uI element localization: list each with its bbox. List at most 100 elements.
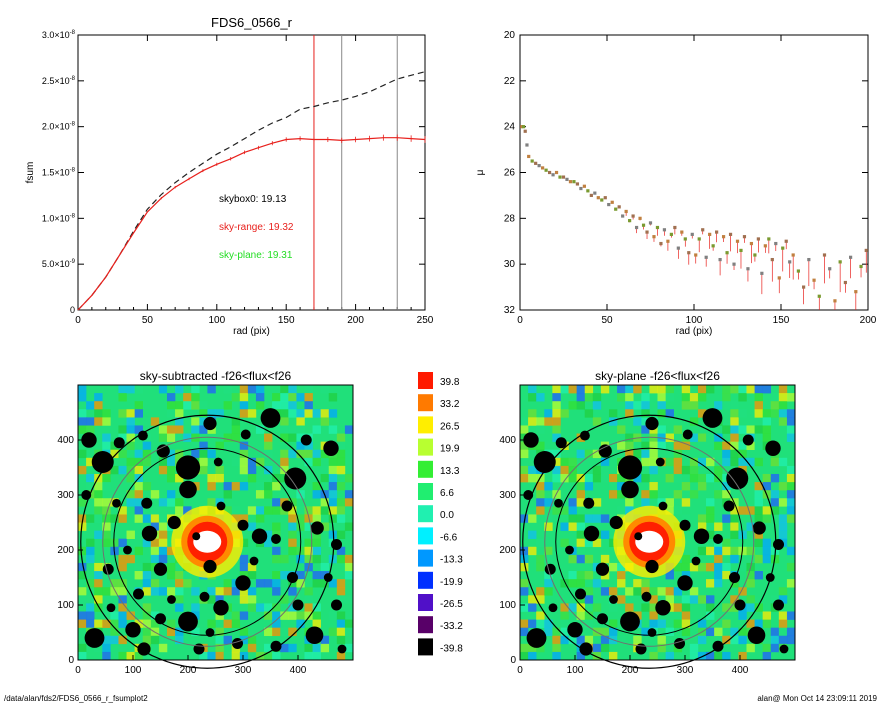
noise-cell xyxy=(175,473,184,483)
noise-cell xyxy=(544,514,553,523)
noise-cell xyxy=(239,514,249,523)
noise-cell xyxy=(126,417,135,426)
noise-cell xyxy=(568,385,577,394)
noise-cell xyxy=(199,441,208,451)
noise-cell xyxy=(142,514,152,523)
noise-cell xyxy=(665,506,674,515)
noise-cell xyxy=(158,498,168,507)
noise-cell xyxy=(754,490,763,499)
noise-cell xyxy=(552,651,561,661)
noise-cell xyxy=(223,635,232,645)
noise-cell xyxy=(600,385,610,394)
noise-cell xyxy=(576,401,586,410)
noise-cell xyxy=(336,498,346,507)
noise-cell xyxy=(714,490,723,499)
noise-cell xyxy=(762,409,772,418)
noise-cell xyxy=(600,651,610,661)
image-x-tick-label: 0 xyxy=(517,665,523,676)
noise-cell xyxy=(255,401,265,410)
noise-cell xyxy=(754,409,763,418)
image-frame xyxy=(519,384,796,661)
noise-cell xyxy=(786,425,796,434)
noise-cell xyxy=(215,587,224,596)
noise-cell xyxy=(576,498,586,507)
noise-cell xyxy=(689,457,699,467)
noise-cell xyxy=(102,514,111,523)
mu-point xyxy=(838,260,842,264)
noise-cell xyxy=(239,401,249,410)
noise-cell xyxy=(102,619,111,628)
noise-cell xyxy=(142,562,152,572)
noise-cell xyxy=(520,579,529,588)
noise-cell xyxy=(617,393,626,402)
noise-cell xyxy=(778,627,788,637)
noise-cell xyxy=(746,571,755,580)
noise-cell xyxy=(94,579,103,588)
noise-cell xyxy=(706,562,715,572)
noise-cell xyxy=(150,538,160,548)
noise-cell xyxy=(272,522,281,531)
noise-cell xyxy=(344,490,354,499)
noise-cell xyxy=(568,579,577,588)
noise-cell xyxy=(584,611,594,620)
mu-point xyxy=(582,184,586,188)
noise-cell xyxy=(320,385,330,394)
noise-cell xyxy=(520,562,529,572)
noise-cell xyxy=(786,498,796,507)
noise-cell xyxy=(142,627,152,637)
noise-cell xyxy=(110,587,119,596)
noise-cell xyxy=(576,603,586,612)
mu-point xyxy=(648,221,653,225)
noise-cell xyxy=(150,635,160,645)
mask-blob xyxy=(617,455,643,480)
noise-cell xyxy=(673,449,683,459)
noise-cell xyxy=(231,587,241,596)
noise-cell xyxy=(264,490,273,499)
noise-cell xyxy=(199,425,208,434)
noise-cell xyxy=(738,587,747,596)
mu-point xyxy=(683,237,687,241)
noise-cell xyxy=(738,441,747,451)
noise-cell xyxy=(544,579,553,588)
noise-cell xyxy=(608,538,618,548)
noise-cell xyxy=(336,441,346,451)
noise-cell xyxy=(778,457,788,467)
noise-cell xyxy=(681,603,691,612)
noise-cell xyxy=(344,425,354,434)
noise-cell xyxy=(754,498,763,507)
noise-cell xyxy=(134,441,144,451)
noise-cell xyxy=(110,619,119,628)
noise-cell xyxy=(681,554,691,564)
fsum-dashed-series xyxy=(77,71,426,311)
mu-point xyxy=(624,209,628,214)
colorbar-label: 39.8 xyxy=(440,377,460,388)
noise-cell xyxy=(312,514,321,523)
noise-cell xyxy=(722,441,731,451)
noise-cell xyxy=(134,425,144,434)
image-x-tick-label: 200 xyxy=(622,665,639,676)
noise-cell xyxy=(681,611,691,620)
noise-cell xyxy=(328,409,338,418)
noise-cell xyxy=(158,385,168,394)
noise-cell xyxy=(247,385,257,394)
noise-cell xyxy=(118,554,127,564)
noise-cell xyxy=(520,546,529,556)
noise-cell xyxy=(633,587,642,596)
noise-cell xyxy=(536,506,545,515)
mask-blob xyxy=(726,467,749,490)
noise-cell xyxy=(142,635,152,645)
mask-blob xyxy=(141,525,158,542)
mu-y-tick-label: 32 xyxy=(504,305,516,316)
noise-cell xyxy=(560,473,569,483)
noise-cell xyxy=(150,554,160,564)
noise-cell xyxy=(336,433,346,442)
noise-cell xyxy=(296,571,305,580)
noise-cell xyxy=(336,449,346,459)
colorbar-swatch xyxy=(418,438,433,456)
noise-cell xyxy=(336,627,346,637)
noise-cell xyxy=(336,595,346,604)
noise-cell xyxy=(183,571,192,580)
noise-cell xyxy=(617,595,626,604)
noise-cell xyxy=(714,482,723,491)
noise-cell xyxy=(247,522,257,531)
